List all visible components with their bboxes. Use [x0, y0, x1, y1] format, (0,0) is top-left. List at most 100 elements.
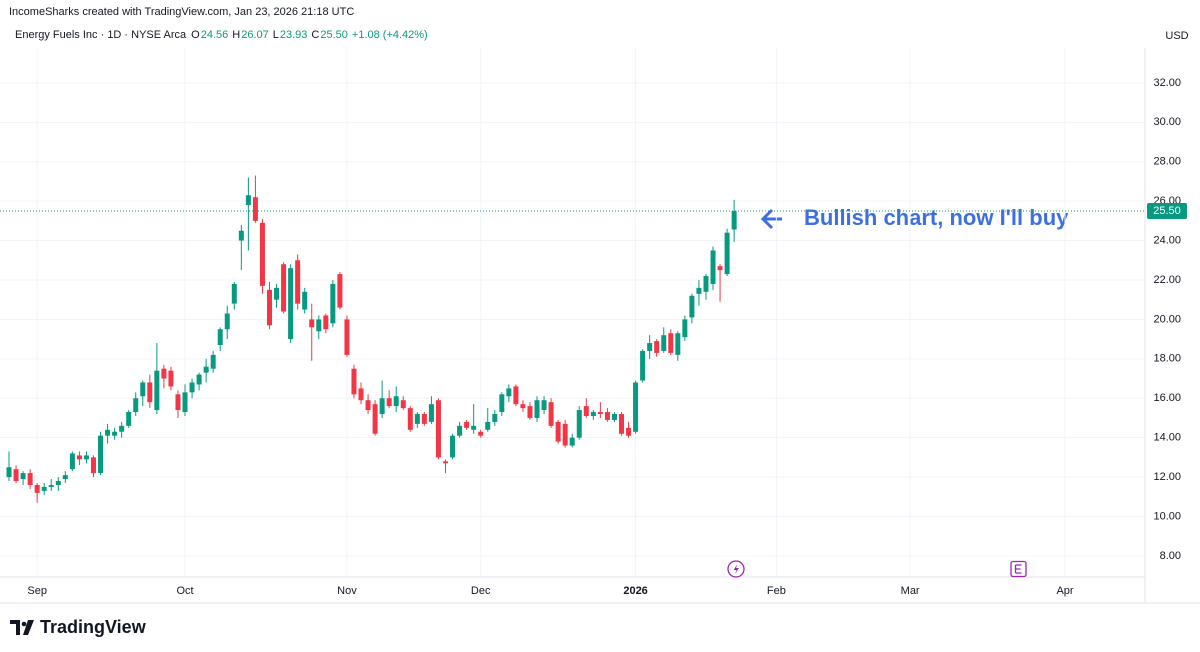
candle-body: [372, 404, 378, 434]
candle-body: [288, 268, 294, 340]
candle-body: [330, 283, 336, 324]
candle-body: [527, 406, 533, 418]
candle-body: [27, 473, 33, 485]
candle-body: [295, 260, 301, 304]
arrow-head: [760, 208, 774, 230]
logo-dot: [21, 621, 27, 627]
candle-body: [175, 394, 181, 411]
candle-body: [224, 313, 230, 330]
candle-body: [252, 197, 258, 221]
candle-body: [548, 402, 554, 426]
candle-body: [83, 455, 89, 460]
legend-value: 26.07: [241, 29, 269, 41]
candle-body: [168, 370, 174, 387]
candle-body: [6, 467, 12, 478]
y-tick-label: 30.00: [1153, 116, 1181, 128]
y-tick-label: 20.00: [1153, 313, 1181, 325]
candle-body: [689, 295, 695, 318]
candle-body: [302, 291, 308, 310]
candle-body: [48, 484, 54, 487]
candle-body: [358, 388, 364, 401]
candle-body: [583, 406, 589, 416]
candle-body: [69, 453, 75, 470]
annotation: Bullish chart, now I'll buy: [804, 205, 1069, 230]
candle-body: [647, 343, 653, 351]
brand-logo: TradingView: [10, 617, 147, 637]
dividend-icon[interactable]: [727, 560, 745, 578]
candle-body: [611, 414, 617, 420]
candle-body: [590, 412, 596, 416]
candle-body: [400, 400, 406, 409]
x-tick-label: Oct: [176, 585, 193, 597]
legend-key: L: [273, 29, 279, 41]
y-tick-label: 24.00: [1153, 234, 1181, 246]
candle-body: [147, 382, 153, 403]
candle-body: [640, 350, 646, 381]
candle-body: [41, 486, 47, 491]
candle-body: [675, 333, 681, 355]
y-tick-label: 8.00: [1160, 550, 1181, 562]
candle-body: [245, 195, 251, 206]
candle-body: [541, 400, 547, 411]
candle-body: [203, 366, 209, 373]
event-icons: [727, 560, 1027, 578]
candle-body: [499, 394, 505, 413]
legend: Energy Fuels Inc · 1D · NYSE Arca O 24.56 H…: [15, 29, 428, 41]
dividend-glyph: [733, 564, 739, 574]
candle-body: [471, 425, 477, 430]
candle-body: [513, 386, 519, 405]
candle-body: [196, 374, 202, 385]
candle-body: [618, 414, 624, 434]
candle-body: [682, 319, 688, 338]
candle-body: [464, 421, 470, 428]
candle-body: [604, 412, 610, 420]
candle-body: [126, 412, 132, 426]
candle-body: [112, 431, 118, 436]
currency: USD: [1165, 30, 1188, 42]
candle-body: [710, 250, 716, 284]
candle-body: [34, 484, 40, 493]
candle-body: [633, 382, 639, 432]
candle-body: [266, 289, 272, 326]
y-tick-label: 12.00: [1153, 471, 1181, 483]
candle-body: [386, 398, 392, 407]
candle-body: [485, 421, 491, 430]
candle-body: [534, 400, 540, 418]
legend-value: 24.56: [201, 29, 229, 41]
candles: [6, 175, 737, 503]
candle-body: [62, 475, 68, 480]
legend-value: 23.93: [280, 29, 308, 41]
candle-body: [414, 414, 420, 424]
candle-body: [450, 435, 456, 458]
candle-body: [231, 283, 237, 304]
earnings-icon[interactable]: [1010, 560, 1027, 578]
y-tick-label: 32.00: [1153, 77, 1181, 89]
candle-body: [576, 410, 582, 438]
candle-body: [696, 287, 702, 294]
x-tick-label: Mar: [901, 585, 920, 597]
candle-body: [428, 404, 434, 422]
y-tick-label: 10.00: [1153, 510, 1181, 522]
candle-body: [703, 276, 709, 292]
candle-body: [668, 333, 674, 353]
candle-body: [274, 287, 280, 300]
candle-body: [189, 382, 195, 393]
legend-key: O: [191, 29, 200, 41]
candle-body: [717, 266, 723, 271]
earnings-glyph: [1014, 564, 1022, 574]
candle-body: [133, 398, 139, 413]
candle-body: [442, 461, 448, 464]
candle-body: [323, 315, 329, 330]
candle-body: [76, 455, 82, 460]
legend-name: Energy Fuels Inc · 1D · NYSE Arca: [15, 29, 187, 41]
y-tick-label: 18.00: [1153, 353, 1181, 365]
candle-body: [393, 396, 399, 407]
candle-body: [119, 425, 125, 432]
y-tick-label: 28.00: [1153, 156, 1181, 168]
logo-mark: [10, 620, 20, 635]
candle-body: [661, 335, 667, 351]
candle-body: [20, 473, 26, 480]
